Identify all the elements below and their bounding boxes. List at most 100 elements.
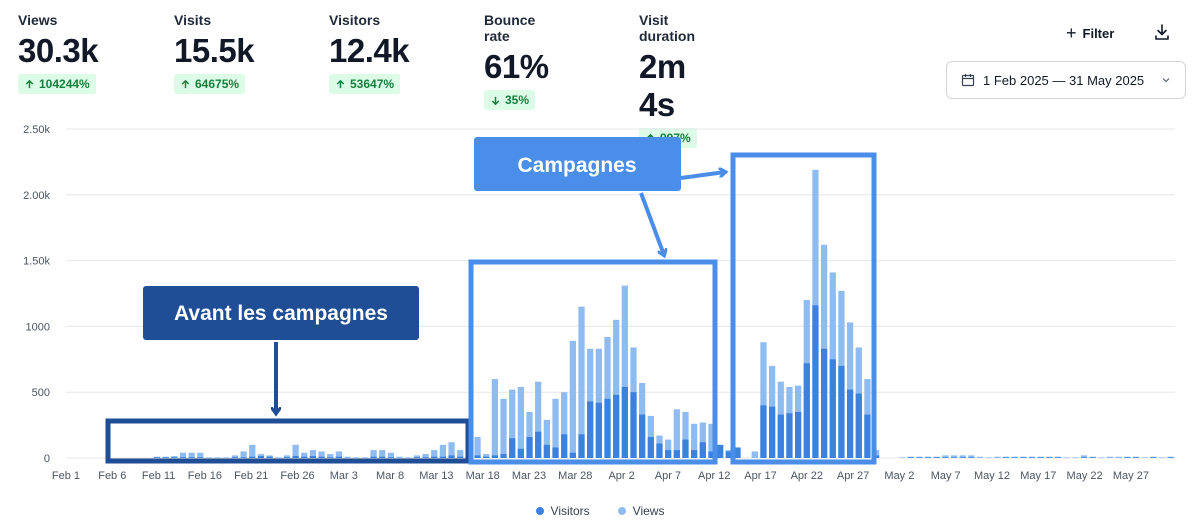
date-range-picker[interactable]: 1 Feb 2025 — 31 May 2025 xyxy=(946,61,1186,99)
bar-visitors xyxy=(240,457,247,458)
bar-views xyxy=(205,457,213,458)
bar-views xyxy=(1020,456,1027,458)
bar-views xyxy=(708,423,715,458)
legend-item-views[interactable]: Views xyxy=(617,504,665,518)
bar-visitors xyxy=(794,411,802,458)
stat-label: Visits xyxy=(174,12,212,28)
filter-button[interactable]: + Filter xyxy=(1066,24,1114,42)
bar-views xyxy=(1072,457,1079,458)
legend-dot xyxy=(535,507,544,515)
bar-views xyxy=(240,451,247,458)
before-campaign-box xyxy=(105,418,471,464)
bar-views xyxy=(474,436,481,458)
bar-visitors xyxy=(569,452,576,458)
bar-visitors xyxy=(561,434,568,458)
x-tick-label: Apr 2 xyxy=(608,470,634,482)
bar-views xyxy=(197,452,204,458)
x-tick-label: May 12 xyxy=(974,470,1010,482)
bar-views xyxy=(361,457,369,458)
bar-views xyxy=(231,455,239,458)
x-tick-label: Mar 28 xyxy=(558,470,592,482)
legend-dot xyxy=(617,507,626,515)
bar-visitors xyxy=(188,457,195,458)
x-tick-label: Feb 6 xyxy=(98,470,126,482)
y-tick-label: 2.50k xyxy=(23,124,50,136)
bar-visitors xyxy=(907,457,914,458)
legend-label: Views xyxy=(632,504,665,518)
bar-visitors xyxy=(171,457,178,458)
y-tick-label: 1.50k xyxy=(23,256,50,268)
arrow-up-icon xyxy=(181,79,190,88)
y-tick-label: 2.00k xyxy=(23,190,50,202)
stat-change-badge: 35% xyxy=(484,90,536,110)
bar-visitors xyxy=(1124,457,1131,458)
bar-visitors xyxy=(370,456,377,458)
bar-views xyxy=(188,452,195,458)
bar-visitors xyxy=(682,439,689,458)
x-tick-label: May 27 xyxy=(1113,470,1149,482)
bar-views xyxy=(292,444,299,458)
bar-views xyxy=(1150,456,1157,458)
bar-visitors xyxy=(699,442,706,458)
bar-visitors xyxy=(509,438,516,458)
stat-change-value: 104244% xyxy=(39,77,90,91)
bar-visitors xyxy=(197,457,204,458)
bar-views xyxy=(223,457,230,458)
stat-value: 15.5k xyxy=(174,32,255,69)
bar-views xyxy=(604,336,611,458)
legend-item-visitors[interactable]: Visitors xyxy=(535,504,590,518)
bar-views xyxy=(1098,457,1105,458)
bar-views xyxy=(1132,456,1140,458)
bar-views xyxy=(569,340,576,458)
stat-visitors[interactable]: Visitors 12.4k 53647% xyxy=(329,12,410,95)
y-tick-label: 500 xyxy=(32,387,50,399)
bar-visitors xyxy=(1028,457,1036,458)
bar-visitors xyxy=(786,413,793,458)
bar-visitors xyxy=(1037,457,1044,458)
bar-views xyxy=(933,456,940,458)
bar-views xyxy=(353,457,360,458)
stat-change-value: 53647% xyxy=(350,77,395,91)
bar-views xyxy=(171,456,178,458)
bar-views xyxy=(344,456,351,458)
bar-views xyxy=(491,379,498,458)
campaign-box-1 xyxy=(468,259,718,465)
stat-visits[interactable]: Visits 15.5k 64675% xyxy=(174,12,255,95)
bar-visitors xyxy=(587,401,594,458)
arrow-up-icon xyxy=(25,79,34,88)
bar-views xyxy=(916,456,923,458)
bar-views xyxy=(526,411,533,458)
bar-views xyxy=(751,451,758,458)
filter-label: Filter xyxy=(1082,25,1115,41)
x-tick-label: Apr 7 xyxy=(655,470,681,482)
before-campaign-callout xyxy=(143,286,419,340)
bar-views xyxy=(1002,456,1010,458)
bar-views xyxy=(613,319,620,458)
bar-visitors xyxy=(162,457,169,458)
bar-visitors xyxy=(734,447,741,458)
bar-views xyxy=(387,452,395,458)
download-icon[interactable] xyxy=(1152,22,1172,42)
bar-visitors xyxy=(309,456,317,458)
bar-visitors xyxy=(604,398,611,458)
stat-bounce-rate[interactable]: Bounce rate 61% 35% xyxy=(484,12,549,111)
stat-value: 12.4k xyxy=(329,32,410,69)
bar-views xyxy=(1089,456,1096,458)
x-tick-label: Apr 17 xyxy=(744,470,776,482)
bar-visitors xyxy=(526,436,533,458)
bar-visitors xyxy=(153,457,161,458)
bar-views xyxy=(950,455,958,458)
stat-label: Visit duration xyxy=(639,12,695,44)
stat-views[interactable]: Views 30.3k 104244% xyxy=(18,12,99,95)
bar-views xyxy=(405,457,412,458)
bar-views xyxy=(413,455,421,458)
arrow-up-icon xyxy=(336,79,345,88)
date-range-value: 1 Feb 2025 — 31 May 2025 xyxy=(983,72,1145,88)
campaign-label: Campagnes xyxy=(517,154,636,177)
y-tick-label: 0 xyxy=(44,453,50,465)
bar-views xyxy=(483,454,490,458)
bar-views xyxy=(335,451,343,458)
campaign-arrow-1 xyxy=(639,192,664,255)
stat-label: Visitors xyxy=(329,12,381,28)
campaign-box-2 xyxy=(730,152,877,465)
